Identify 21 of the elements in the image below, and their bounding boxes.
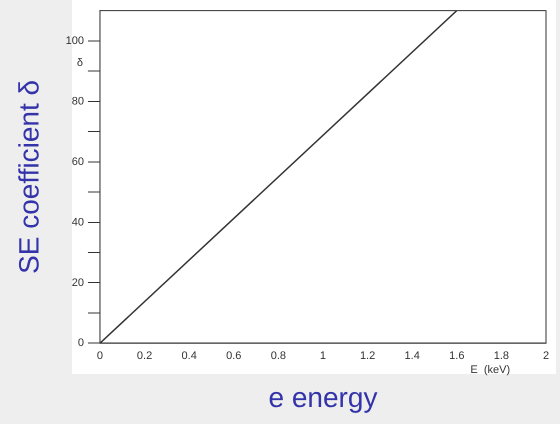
x-tick-label: 1.6: [449, 350, 464, 362]
y-tick-label: 20: [72, 276, 84, 289]
y-tick-label: 100: [66, 34, 84, 47]
y-tick-label: 0: [78, 337, 84, 350]
x-tick-label: 0.6: [226, 350, 242, 362]
x-tick-label: 1: [320, 350, 326, 362]
text: δ: [76, 57, 84, 70]
x-tick-label: 1.4: [404, 350, 420, 362]
x-tick-label: 0.4: [182, 350, 197, 362]
x-tick-label: 1.2: [360, 350, 376, 362]
x-tick-label: 0.8: [270, 350, 286, 362]
y-tick-label: 80: [72, 95, 84, 108]
y-axis-title: SE coefficient δ: [14, 80, 45, 274]
x-axis-title: e energy: [268, 382, 378, 413]
x-tick-label: 1.8: [494, 350, 510, 362]
text: E (keV): [470, 364, 510, 376]
y-tick-label: 60: [72, 156, 84, 168]
x-tick-label: 0: [96, 350, 104, 362]
y-tick-label: 40: [72, 216, 84, 228]
x-tick-label: 2: [542, 350, 550, 362]
x-tick-label: 0.2: [136, 350, 152, 362]
